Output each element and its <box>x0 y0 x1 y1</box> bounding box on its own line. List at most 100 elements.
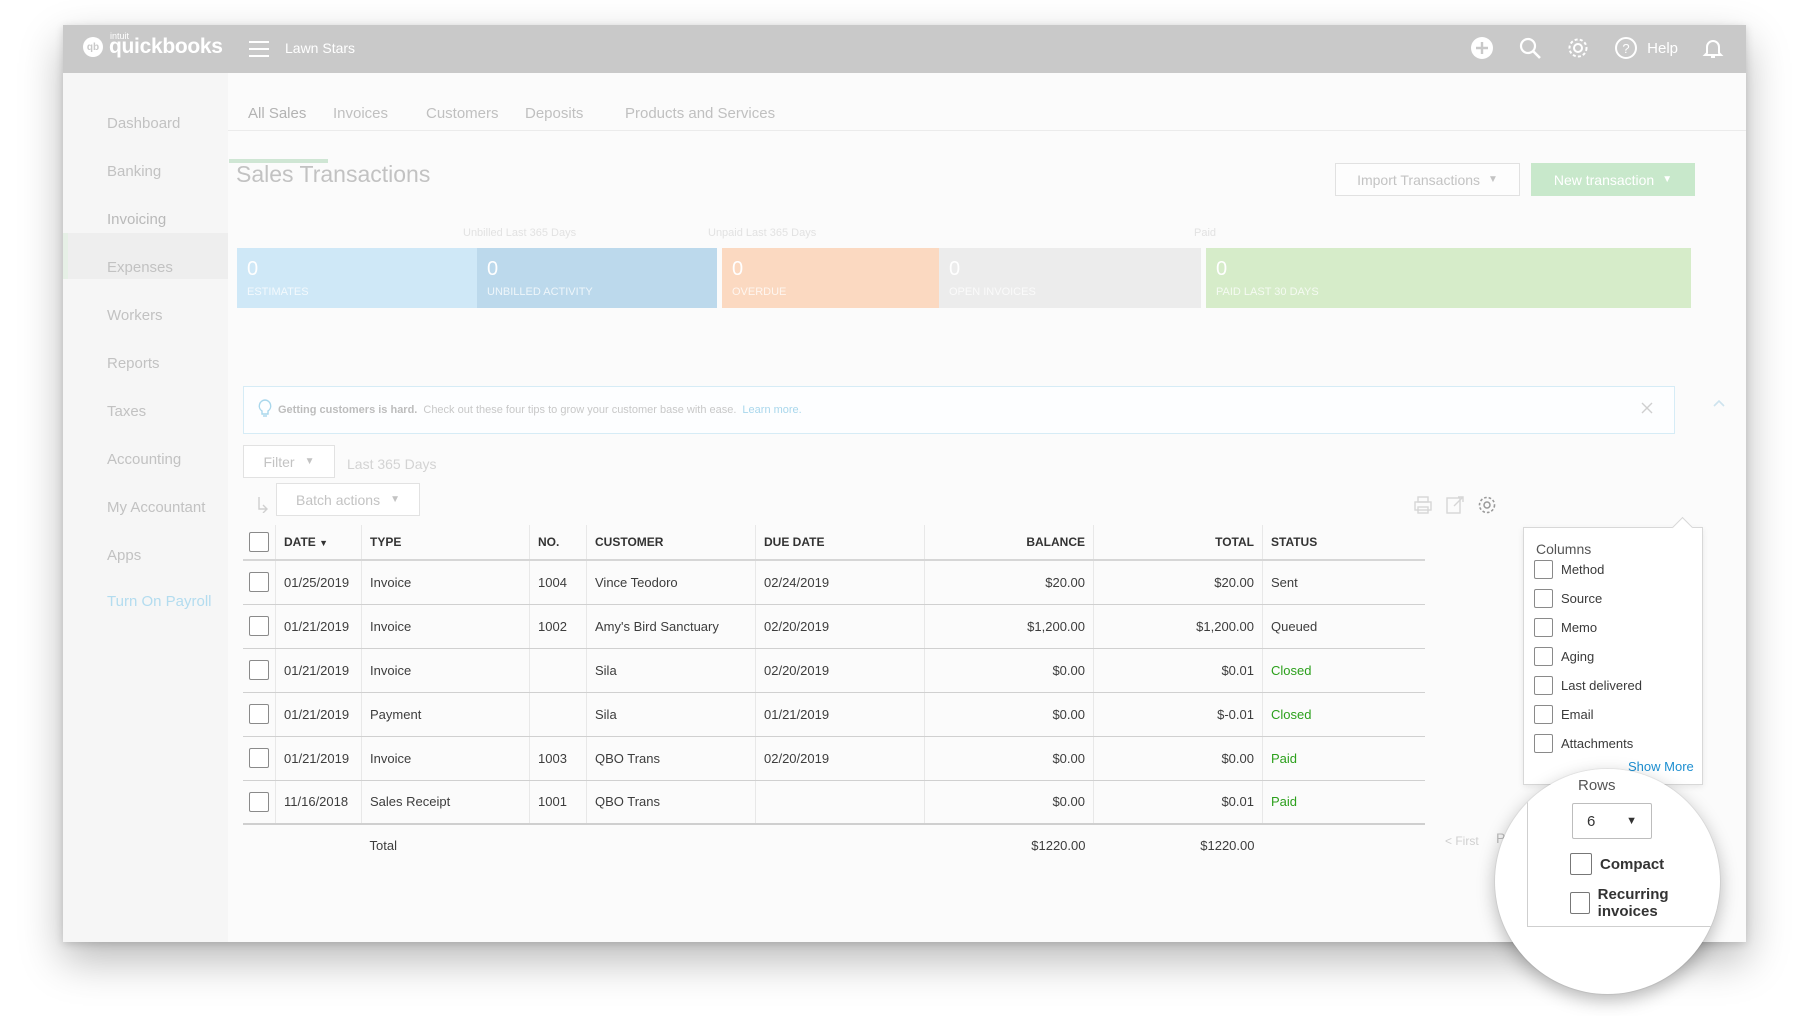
import-transactions-button[interactable]: Import Transactions ▼ <box>1335 163 1520 196</box>
sort-arrow-icon[interactable] <box>255 495 269 518</box>
tab-products-and-services[interactable]: Products and Services <box>625 105 776 122</box>
left-nav: Dashboard Banking Invoicing Expenses Wor… <box>63 73 228 942</box>
nav-item-invoicing[interactable]: Invoicing <box>107 211 167 228</box>
gear-icon[interactable] <box>1565 35 1591 61</box>
row-checkbox[interactable] <box>249 791 269 812</box>
nav-item-my-accountant[interactable]: My Accountant <box>107 499 206 516</box>
table-row[interactable]: 01/21/2019 Payment Sila 01/21/2019 $0.00… <box>243 692 1425 737</box>
open-invoices-tile[interactable]: 0 OPEN INVOICES <box>939 248 1201 308</box>
column-option-source[interactable]: Source <box>1534 589 1602 608</box>
search-icon[interactable] <box>1517 35 1543 61</box>
compact-option[interactable]: Compact <box>1570 853 1664 875</box>
nav-item-dashboard[interactable]: Dashboard <box>107 115 181 132</box>
col-no[interactable]: NO. <box>529 525 587 561</box>
nav-item-workers[interactable]: Workers <box>107 307 163 324</box>
nav-active-highlight <box>63 233 228 279</box>
column-option-attachments[interactable]: Attachments <box>1534 734 1633 753</box>
column-option-email[interactable]: Email <box>1534 705 1594 724</box>
col-balance[interactable]: BALANCE <box>924 525 1094 561</box>
compact-checkbox[interactable] <box>1570 853 1592 875</box>
checkbox[interactable] <box>1534 705 1553 724</box>
top-bar: qb intuit quickbooks Lawn Stars ? <box>63 25 1746 73</box>
table-row[interactable]: 01/21/2019 Invoice Sila 02/20/2019 $0.00… <box>243 648 1425 693</box>
col-total[interactable]: TOTAL <box>1093 525 1263 561</box>
new-transaction-button[interactable]: New transaction ▼ <box>1531 163 1695 196</box>
export-icon[interactable] <box>1445 495 1465 520</box>
col-customer[interactable]: CUSTOMER <box>586 525 756 561</box>
help-label[interactable]: Help <box>1647 39 1678 57</box>
checkbox[interactable] <box>1534 734 1553 753</box>
cell-balance: $1,200.00 <box>924 604 1094 649</box>
estimates-label: ESTIMATES <box>247 286 309 298</box>
unbilled-activity-tile[interactable]: 0 UNBILLED ACTIVITY <box>477 248 717 308</box>
estimates-tile[interactable]: 0 ESTIMATES <box>237 248 477 308</box>
rows-select[interactable]: 6 ▼ <box>1572 803 1652 839</box>
column-option-memo[interactable]: Memo <box>1534 618 1597 637</box>
total-empty-cell <box>756 824 925 866</box>
table-row[interactable]: 01/21/2019 Invoice 1002 Amy's Bird Sanct… <box>243 604 1425 649</box>
row-checkbox[interactable] <box>249 704 269 724</box>
paid-tile[interactable]: 0 PAID LAST 30 DAYS <box>1206 248 1691 308</box>
close-icon[interactable] <box>1640 401 1654 418</box>
filter-button[interactable]: Filter ▼ <box>243 445 335 478</box>
nav-item-reports[interactable]: Reports <box>107 355 160 372</box>
cell-balance: $0.00 <box>924 692 1094 737</box>
col-due-date[interactable]: DUE DATE <box>755 525 925 561</box>
nav-item-taxes[interactable]: Taxes <box>107 403 147 420</box>
checkbox[interactable] <box>1534 676 1553 695</box>
row-checkbox[interactable] <box>249 660 269 680</box>
quickbooks-logo[interactable]: qb intuit quickbooks <box>83 31 223 59</box>
nav-item-expenses[interactable]: Expenses <box>107 259 173 276</box>
rows-settings-panel: Rows 6 ▼ Compact Recurring invoices <box>1527 769 1717 927</box>
column-option-aging[interactable]: Aging <box>1534 647 1594 666</box>
batch-actions-button[interactable]: Batch actions ▼ <box>276 483 420 516</box>
checkbox[interactable] <box>1534 618 1553 637</box>
tip-learn-more-link[interactable]: Learn more. <box>742 404 802 416</box>
filter-label: Filter <box>263 453 295 470</box>
checkbox[interactable] <box>1534 647 1553 666</box>
pager-first-link[interactable]: < First <box>1445 834 1479 848</box>
cell-date: 01/21/2019 <box>275 736 362 781</box>
collapse-chevron-icon[interactable] <box>1712 395 1726 413</box>
checkbox[interactable] <box>1534 560 1553 579</box>
turn-on-payroll-link[interactable]: Turn On Payroll <box>107 593 212 610</box>
table-row[interactable]: 01/21/2019 Invoice 1003 QBO Trans 02/20/… <box>243 736 1425 781</box>
cell-due-date: 02/20/2019 <box>755 604 925 649</box>
cell-due-date: 02/20/2019 <box>755 648 925 693</box>
nav-item-accounting[interactable]: Accounting <box>107 451 182 468</box>
cell-type: Invoice <box>361 648 530 693</box>
overdue-tile[interactable]: 0 OVERDUE <box>722 248 939 308</box>
checkbox[interactable] <box>1534 589 1553 608</box>
cell-due-date: 01/21/2019 <box>755 692 925 737</box>
tab-invoices[interactable]: Invoices <box>333 105 389 122</box>
col-date[interactable]: DATE ▼ <box>275 525 362 561</box>
nav-item-banking[interactable]: Banking <box>107 163 162 180</box>
bell-icon[interactable] <box>1700 35 1726 61</box>
table-row[interactable]: 01/25/2019 Invoice 1004 Vince Teodoro 02… <box>243 560 1425 605</box>
nav-item-apps[interactable]: Apps <box>107 547 142 564</box>
company-name: Lawn Stars <box>285 40 356 56</box>
table-row[interactable]: 11/16/2018 Sales Receipt 1001 QBO Trans … <box>243 780 1425 825</box>
estimates-value: 0 <box>247 258 259 280</box>
col-type[interactable]: TYPE <box>361 525 530 561</box>
print-icon[interactable] <box>1413 495 1433 520</box>
hamburger-menu-icon[interactable] <box>249 41 269 57</box>
total-empty-cell <box>276 824 362 866</box>
col-status[interactable]: STATUS <box>1262 525 1425 561</box>
recurring-invoices-checkbox[interactable] <box>1570 892 1590 914</box>
select-all-checkbox[interactable] <box>249 532 269 552</box>
gear-icon[interactable] <box>1477 495 1497 520</box>
help-icon[interactable]: ? <box>1613 35 1639 61</box>
recurring-invoices-option[interactable]: Recurring invoices <box>1570 886 1717 920</box>
tab-deposits[interactable]: Deposits <box>525 105 584 122</box>
row-checkbox[interactable] <box>249 616 269 636</box>
cell-date: 01/21/2019 <box>275 692 362 737</box>
column-option-method[interactable]: Method <box>1534 560 1604 579</box>
column-option-last-delivered[interactable]: Last delivered <box>1534 676 1642 695</box>
tab-all-sales[interactable]: All Sales <box>248 105 307 122</box>
tab-customers[interactable]: Customers <box>426 105 499 122</box>
row-checkbox[interactable] <box>249 572 269 593</box>
plus-create-icon[interactable] <box>1469 35 1495 61</box>
cell-balance: $0.00 <box>924 648 1094 693</box>
row-checkbox[interactable] <box>249 748 269 768</box>
